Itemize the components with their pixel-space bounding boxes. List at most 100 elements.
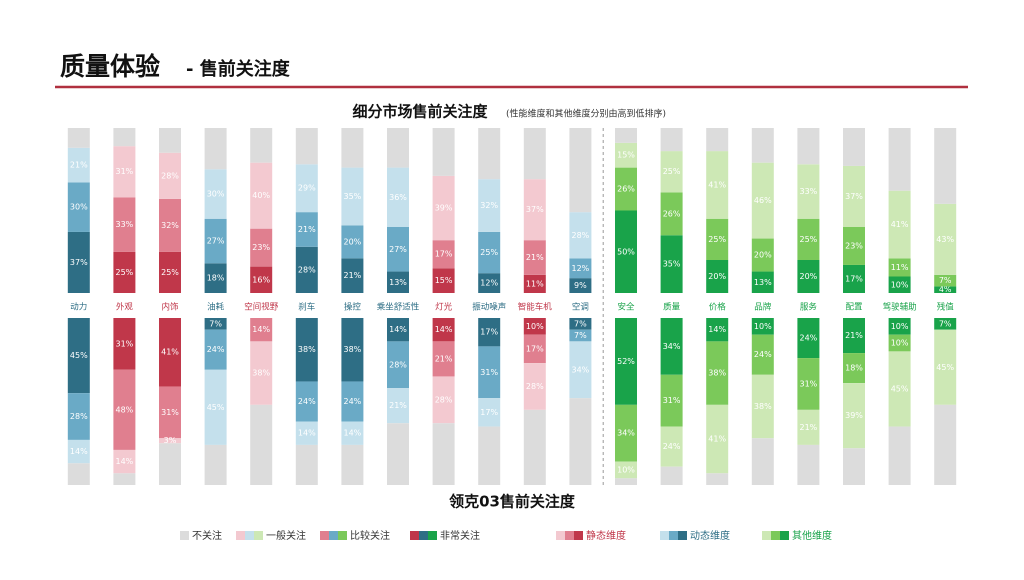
x-tick-label: 内饰	[161, 302, 179, 313]
bar-segment	[67, 318, 90, 394]
data-label: 45%	[207, 403, 225, 412]
bar-segment	[660, 151, 683, 193]
bar-segment	[341, 421, 364, 445]
data-label: 38%	[754, 402, 772, 411]
bar-segment	[67, 182, 90, 232]
bar-segment	[159, 318, 181, 387]
data-label: 17%	[480, 328, 498, 337]
x-tick-label: 品牌	[754, 302, 772, 313]
bar-segment	[113, 251, 136, 293]
bar-segment	[204, 369, 227, 445]
bar-segment	[751, 238, 774, 272]
data-label: 14%	[708, 325, 726, 334]
data-label: 34%	[617, 429, 635, 438]
bar-segment	[888, 318, 911, 335]
bar-segment	[751, 162, 774, 239]
data-label: 4%	[939, 285, 952, 294]
bar-segment	[615, 318, 637, 405]
bar-segment	[478, 273, 501, 293]
data-label: 24%	[800, 334, 818, 343]
bar-segment	[797, 128, 820, 165]
bar-segment	[523, 334, 546, 364]
x-tick-label: 刹车	[298, 302, 315, 313]
bar-segment	[797, 444, 820, 485]
bar-segment	[660, 318, 683, 375]
data-label: 34%	[663, 342, 681, 351]
bar-segment	[295, 381, 318, 422]
bar-segment	[478, 426, 501, 485]
bar-segment	[432, 240, 455, 269]
bar-segment	[432, 175, 455, 241]
data-label: 16%	[252, 275, 270, 284]
bar-segment	[250, 266, 273, 293]
bar-segment	[751, 318, 774, 335]
bar-segment	[67, 147, 90, 183]
bar-segment	[67, 463, 90, 485]
chart-subtitle: (性能维度和其他维度分别由高到低排序)	[506, 108, 666, 120]
data-label: 11%	[891, 263, 909, 272]
data-label: 15%	[435, 276, 453, 285]
bar-segment	[387, 227, 409, 272]
bar-segment	[660, 235, 683, 293]
bar-segment	[159, 152, 181, 199]
data-label: 13%	[754, 278, 772, 287]
data-label: 7%	[574, 319, 587, 328]
bar-segment	[478, 398, 501, 427]
legend-swatch	[419, 531, 428, 540]
bar-segment	[295, 444, 318, 485]
bar-segment	[660, 466, 683, 485]
data-label: 32%	[161, 221, 179, 230]
bar-segment	[387, 388, 409, 424]
bar-segment	[615, 478, 637, 485]
bar-segment	[569, 329, 592, 342]
data-label: 37%	[70, 258, 88, 267]
data-label: 31%	[161, 408, 179, 417]
data-label: 12%	[572, 264, 590, 273]
data-label: 21%	[70, 161, 88, 170]
bar-segment	[478, 231, 501, 274]
bar-segment	[295, 164, 318, 213]
bar-segment	[569, 128, 592, 213]
data-label: 24%	[207, 345, 225, 354]
data-label: 31%	[800, 379, 818, 388]
data-label: 24%	[344, 397, 362, 406]
data-label: 15%	[617, 151, 635, 160]
data-label: 9%	[574, 281, 587, 290]
bar-segment	[204, 318, 227, 330]
data-label: 11%	[526, 279, 544, 288]
data-label: 13%	[389, 278, 407, 287]
legend-swatch	[320, 531, 329, 540]
bar-segment	[569, 258, 592, 279]
x-tick-label: 油耗	[207, 302, 225, 313]
x-tick-label: 服务	[800, 302, 818, 313]
data-label: 37%	[526, 205, 544, 214]
legend-swatch	[236, 531, 245, 540]
data-label: 26%	[663, 209, 681, 218]
legend-swatch	[660, 531, 669, 540]
bar-segment	[615, 142, 637, 168]
bar-segment	[569, 318, 592, 330]
data-label: 23%	[845, 241, 863, 250]
bar-segment	[706, 151, 729, 219]
data-label: 38%	[252, 369, 270, 378]
data-label: 20%	[800, 272, 818, 281]
bar-segment	[523, 274, 546, 293]
bar-segment	[523, 179, 546, 241]
chart-title: 领克03售前关注度	[448, 493, 576, 511]
legend-label: 一般关注	[266, 529, 306, 542]
data-label: 28%	[298, 265, 316, 274]
bar-segment	[706, 404, 729, 474]
data-label: 24%	[298, 397, 316, 406]
bar-segment	[250, 128, 273, 163]
legend-swatch	[762, 531, 771, 540]
bar-segment	[843, 227, 865, 265]
data-label: 35%	[663, 260, 681, 269]
legend-swatch	[780, 531, 789, 540]
legend-swatch	[556, 531, 565, 540]
x-tick-label: 动力	[70, 302, 87, 313]
bar-segment	[934, 329, 957, 405]
bar-segment	[432, 423, 455, 485]
legend-label: 其他维度	[792, 529, 832, 542]
bar-segment	[67, 128, 90, 148]
